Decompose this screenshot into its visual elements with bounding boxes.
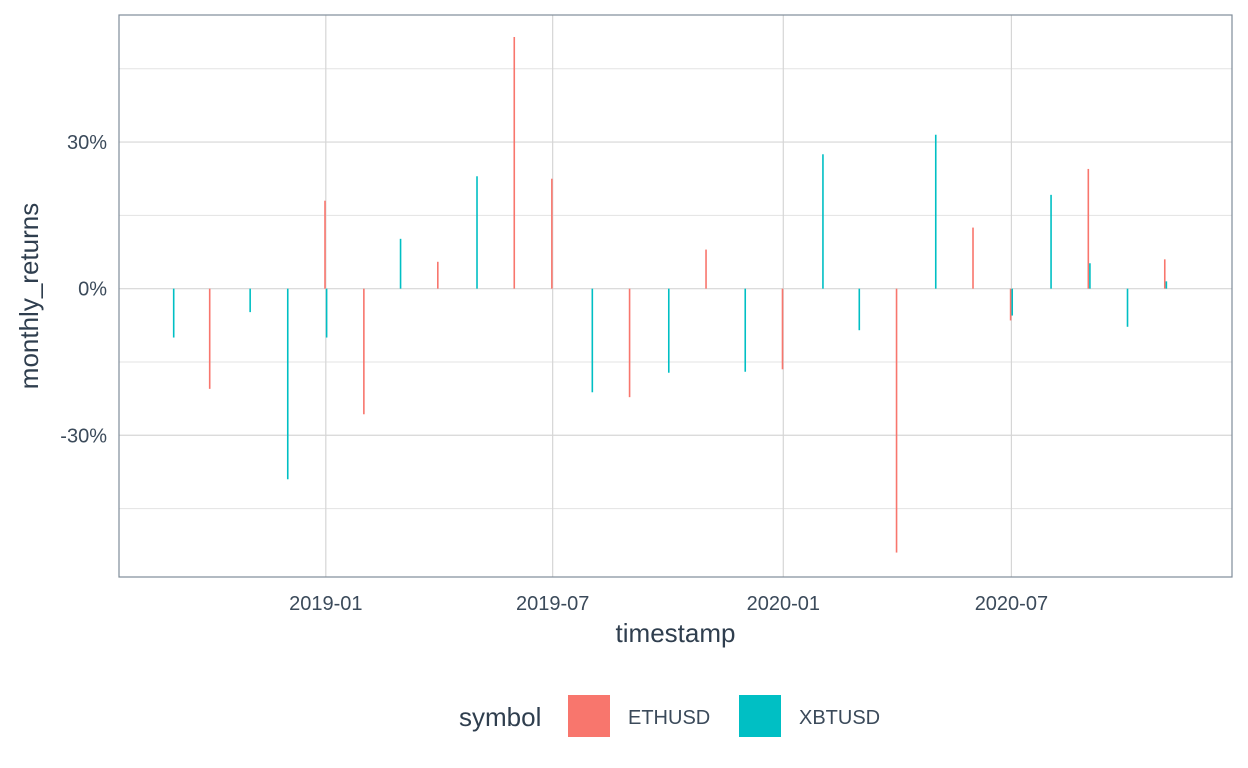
bar-ethusd [895, 288, 898, 553]
bar-ethusd [705, 249, 707, 289]
bar-xbtusd [822, 154, 824, 289]
legend-items: ETHUSD XBTUSD [568, 695, 880, 737]
legend-title: symbol [459, 702, 541, 732]
bar-xbtusd [934, 134, 937, 289]
y-tick-label: -30% [60, 425, 107, 447]
x-tick-label: 2020-07 [975, 593, 1048, 615]
x-axis-title: timestamp [616, 618, 736, 648]
bar-xbtusd [399, 238, 402, 289]
y-axis-title: monthly_returns [14, 203, 44, 389]
bar-ethusd [781, 288, 784, 370]
x-tick-label: 2019-01 [289, 593, 362, 615]
bar-xbtusd [1050, 194, 1052, 289]
bar-ethusd [1087, 168, 1090, 289]
bar-xbtusd [1165, 281, 1168, 289]
y-tick-label: 0% [78, 279, 107, 301]
bar-ethusd [628, 288, 631, 398]
bar-ethusd [437, 261, 439, 289]
bars [172, 36, 1168, 553]
bar-ethusd [551, 178, 553, 289]
bar-xbtusd [1126, 288, 1129, 327]
bar-xbtusd [744, 288, 747, 372]
bar-xbtusd [249, 288, 251, 313]
bar-ethusd [324, 200, 326, 289]
bar-ethusd [1163, 259, 1166, 289]
legend-key-xbtusd [739, 695, 781, 737]
legend-label-xbtusd: XBTUSD [799, 707, 880, 729]
bar-xbtusd [325, 288, 328, 338]
bar-ethusd [363, 288, 365, 415]
grid-major [119, 15, 1232, 577]
legend-key-ethusd [568, 695, 610, 737]
bar-xbtusd [591, 288, 594, 393]
bar-xbtusd [667, 288, 670, 373]
bar-xbtusd [172, 288, 175, 338]
bar-ethusd [208, 288, 211, 389]
panel-border [118, 14, 1233, 578]
bar-ethusd [972, 227, 974, 289]
bar-xbtusd [1011, 288, 1014, 316]
bar-xbtusd [476, 176, 478, 289]
legend-label-ethusd: ETHUSD [628, 707, 710, 729]
bar-ethusd [513, 36, 516, 289]
y-tick-label: 30% [67, 132, 107, 154]
bar-ethusd [1009, 288, 1012, 321]
x-axis-ticks: 2019-01 2019-07 2020-01 2020-07 [289, 593, 1048, 615]
x-tick-label: 2019-07 [516, 593, 589, 615]
grid-minor [119, 68, 1232, 510]
bar-xbtusd [858, 288, 861, 331]
bar-xbtusd [1089, 263, 1091, 289]
x-tick-label: 2020-01 [747, 593, 820, 615]
legend: symbol ETHUSD XBTUSD [459, 695, 880, 737]
y-axis-ticks: -30% 0% 30% [60, 132, 107, 447]
bar-xbtusd [286, 288, 289, 480]
